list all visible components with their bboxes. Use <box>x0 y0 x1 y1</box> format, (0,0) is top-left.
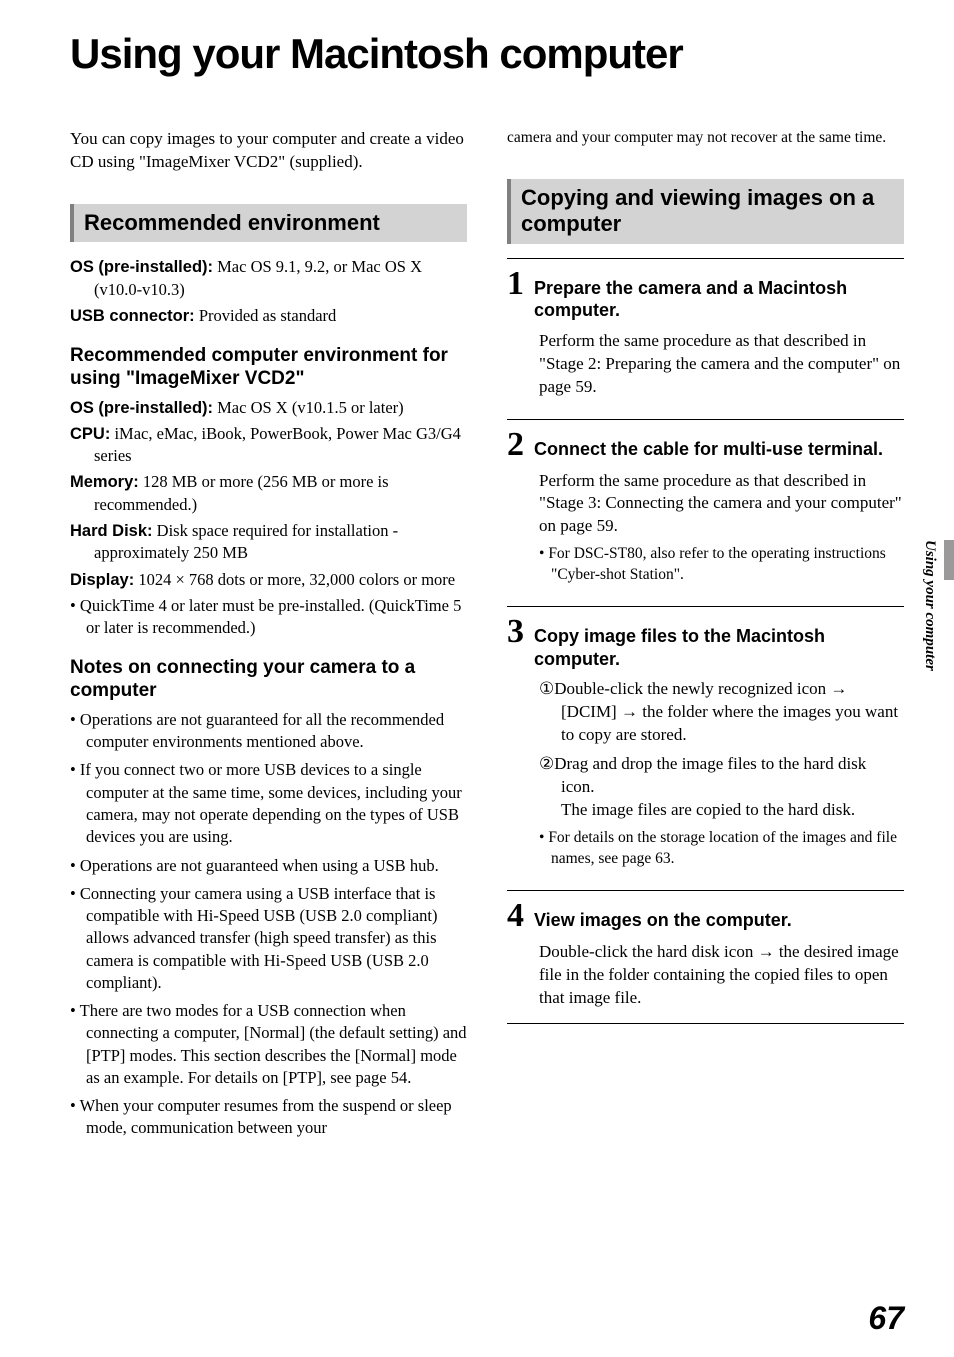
spec-value: Provided as standard <box>195 306 337 325</box>
page-title: Using your Macintosh computer <box>70 30 904 78</box>
sub-header-imgmixer: Recommended computer environment for usi… <box>70 345 467 391</box>
spec-value: Mac OS X (v10.1.5 or later) <box>213 398 404 417</box>
spec-value: 128 MB or more (256 MB or more is recomm… <box>94 472 389 513</box>
continuation-text: camera and your computer may not recover… <box>507 128 904 149</box>
step-header: 3 Copy image files to the Macintosh comp… <box>507 615 904 670</box>
step-title: Prepare the camera and a Macintosh compu… <box>534 277 904 322</box>
list-item: Operations are not guaranteed when using… <box>70 855 467 877</box>
side-tab-label: Using your computer <box>921 540 938 671</box>
spec-item: CPU: iMac, eMac, iBook, PowerBook, Power… <box>70 423 467 468</box>
right-column: camera and your computer may not recover… <box>507 128 904 1146</box>
step-3: 3 Copy image files to the Macintosh comp… <box>507 606 904 869</box>
step-header: 4 View images on the computer. <box>507 899 904 933</box>
intro-text: You can copy images to your computer and… <box>70 128 467 174</box>
circled-item: ②Drag and drop the image files to the ha… <box>539 753 904 822</box>
step-header: 2 Connect the cable for multi-use termin… <box>507 428 904 462</box>
spec-value: iMac, eMac, iBook, PowerBook, Power Mac … <box>94 424 461 465</box>
spec-item: Memory: 128 MB or more (256 MB or more i… <box>70 471 467 516</box>
list-item: QuickTime 4 or later must be pre-install… <box>70 595 467 640</box>
step-header: 1 Prepare the camera and a Macintosh com… <box>507 267 904 322</box>
spec-label: Display: <box>70 571 134 589</box>
step-body: Double-click the hard disk icon → the de… <box>507 941 904 1010</box>
step-title: Connect the cable for multi-use terminal… <box>534 438 883 461</box>
list-item: There are two modes for a USB connection… <box>70 1000 467 1089</box>
sub-header-notes: Notes on connecting your camera to a com… <box>70 657 467 703</box>
list-item: Connecting your camera using a USB inter… <box>70 883 467 994</box>
spec-label: Hard Disk: <box>70 522 153 540</box>
step-number: 3 <box>507 615 524 649</box>
step-number: 1 <box>507 267 524 301</box>
step-2: 2 Connect the cable for multi-use termin… <box>507 419 904 587</box>
step-body: Perform the same procedure as that descr… <box>507 330 904 399</box>
circled-item: ①Double-click the newly recognized icon … <box>539 678 904 747</box>
section-header-copy: Copying and viewing images on a computer <box>507 179 904 244</box>
side-indicator <box>944 540 954 580</box>
spec-label: OS (pre-installed): <box>70 258 213 276</box>
spec-item: Hard Disk: Disk space required for insta… <box>70 520 467 565</box>
list-item: When your computer resumes from the susp… <box>70 1095 467 1140</box>
spec-label: OS (pre-installed): <box>70 399 213 417</box>
step-4: 4 View images on the computer. Double-cl… <box>507 890 904 1025</box>
spec-item: Display: 1024 × 768 dots or more, 32,000… <box>70 569 467 591</box>
content-columns: You can copy images to your computer and… <box>70 128 904 1146</box>
left-column: You can copy images to your computer and… <box>70 128 467 1146</box>
step-number: 4 <box>507 899 524 933</box>
step-title: Copy image files to the Macintosh comput… <box>534 625 904 670</box>
step-note: For details on the storage location of t… <box>507 828 904 870</box>
circled-steps: ①Double-click the newly recognized icon … <box>507 678 904 822</box>
spec-item: OS (pre-installed): Mac OS X (v10.1.5 or… <box>70 397 467 419</box>
step-title: View images on the computer. <box>534 909 792 932</box>
step-1: 1 Prepare the camera and a Macintosh com… <box>507 258 904 399</box>
quicktime-notes: QuickTime 4 or later must be pre-install… <box>70 595 467 640</box>
spec-label: USB connector: <box>70 307 195 325</box>
list-item: If you connect two or more USB devices t… <box>70 759 467 848</box>
section-header-env: Recommended environment <box>70 204 467 242</box>
step-body: Perform the same procedure as that descr… <box>507 470 904 539</box>
spec-label: Memory: <box>70 473 139 491</box>
list-item: Operations are not guaranteed for all th… <box>70 709 467 754</box>
spec-usb: USB connector: Provided as standard <box>70 305 467 327</box>
spec-label: CPU: <box>70 425 110 443</box>
divider <box>507 1023 904 1024</box>
page-number: 67 <box>868 1300 904 1337</box>
connection-notes: Operations are not guaranteed for all th… <box>70 709 467 1140</box>
spec-value: 1024 × 768 dots or more, 32,000 colors o… <box>134 570 455 589</box>
spec-os: OS (pre-installed): Mac OS 9.1, 9.2, or … <box>70 256 467 301</box>
step-note: For DSC-ST80, also refer to the operatin… <box>507 544 904 586</box>
step-number: 2 <box>507 428 524 462</box>
